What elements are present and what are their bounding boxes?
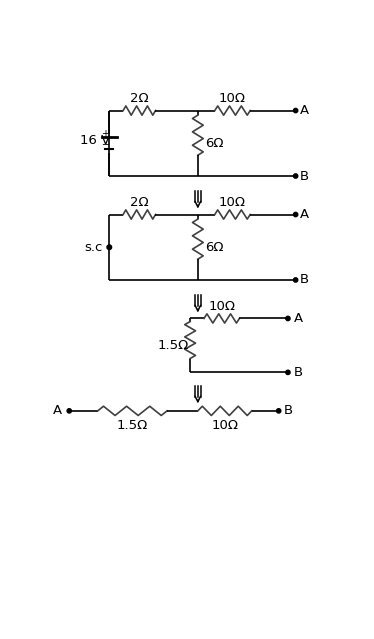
Text: B: B xyxy=(300,169,309,183)
Text: s.c: s.c xyxy=(85,241,103,254)
Text: A: A xyxy=(294,312,303,325)
Text: +: + xyxy=(101,129,109,139)
Circle shape xyxy=(294,109,298,112)
Text: 6Ω: 6Ω xyxy=(206,137,224,150)
Text: 10Ω: 10Ω xyxy=(219,196,246,209)
Text: A: A xyxy=(52,404,62,417)
Text: 1.5Ω: 1.5Ω xyxy=(117,419,148,431)
Text: 1.5Ω: 1.5Ω xyxy=(158,339,189,352)
Circle shape xyxy=(286,316,290,321)
Text: 16 V: 16 V xyxy=(80,134,110,147)
Circle shape xyxy=(67,409,71,413)
Circle shape xyxy=(294,212,298,217)
Text: 10Ω: 10Ω xyxy=(211,419,238,431)
Circle shape xyxy=(294,174,298,178)
Circle shape xyxy=(294,278,298,282)
Text: 2Ω: 2Ω xyxy=(130,92,148,105)
Text: A: A xyxy=(300,208,309,221)
Circle shape xyxy=(286,370,290,374)
Text: B: B xyxy=(294,366,303,379)
Text: A: A xyxy=(300,104,309,117)
Circle shape xyxy=(107,245,111,250)
Text: 10Ω: 10Ω xyxy=(219,92,246,105)
Text: 2Ω: 2Ω xyxy=(130,196,148,209)
Text: B: B xyxy=(283,404,292,417)
Text: ─: ─ xyxy=(102,140,108,150)
Text: B: B xyxy=(300,273,309,286)
Text: 10Ω: 10Ω xyxy=(208,300,235,313)
Circle shape xyxy=(276,409,281,413)
Text: 6Ω: 6Ω xyxy=(206,241,224,254)
